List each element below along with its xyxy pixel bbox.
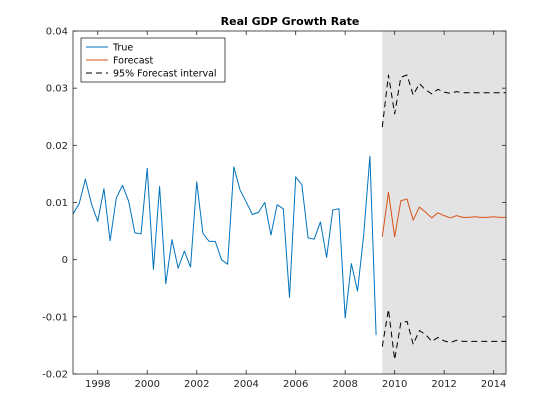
series-line-interval-lower	[381, 308, 506, 361]
legend-label: Forecast	[113, 56, 153, 67]
y-tick-label: 0	[62, 255, 68, 266]
series-line-forecast	[381, 191, 506, 238]
x-tick-label: 2006	[283, 379, 308, 390]
x-tick-label: 2008	[332, 379, 357, 390]
x-tick-label: 2004	[233, 379, 258, 390]
y-tick-label: 0.03	[46, 84, 68, 95]
axes: -0.02 -0.01 0 0.01 0.02 0.03 0.04 1998 2000 2002 2…	[42, 27, 507, 390]
y-tick-label: 0.02	[46, 141, 68, 152]
x-tick-label: 2002	[184, 379, 209, 390]
series-line-interval-upper	[381, 74, 506, 128]
plot-area	[72, 31, 506, 374]
x-tick-label: 2014	[481, 379, 506, 390]
x-tick-label: 2000	[135, 379, 160, 390]
y-tick-label: 0.04	[46, 27, 68, 38]
legend-label: True	[112, 43, 133, 54]
x-tick-label: 2010	[382, 379, 407, 390]
y-tick-label: 0.01	[46, 198, 68, 209]
legend-label: 95% Forecast interval	[113, 69, 217, 80]
forecast-region-shade	[382, 31, 506, 374]
series-line-true	[72, 155, 377, 336]
legend: True Forecast 95% Forecast interval	[80, 37, 226, 83]
chart-title: Real GDP Growth Rate	[221, 15, 360, 28]
y-tick-label: -0.01	[42, 312, 68, 323]
x-tick-label: 1998	[85, 379, 110, 390]
y-tick-label: -0.02	[42, 370, 68, 381]
x-tick-label: 2012	[431, 379, 456, 390]
